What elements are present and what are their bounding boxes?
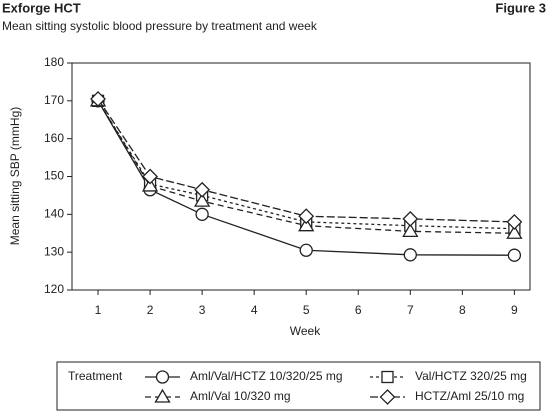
legend-box (56, 361, 541, 411)
marker (506, 224, 523, 239)
plot-frame (71, 62, 531, 291)
y-tick-label: 150 (44, 169, 64, 183)
series-line (97, 98, 515, 223)
y-tick-label: 170 (44, 93, 64, 107)
marker (402, 223, 419, 238)
series-line (97, 100, 515, 256)
legend-label: HCTZ/Aml 25/10 mg (415, 389, 524, 403)
y-tick-label: 180 (44, 55, 64, 69)
legend-marker (379, 389, 396, 405)
figure-label: Figure 3 (495, 0, 546, 15)
y-axis-label: Mean sitting SBP (mmHg) (8, 107, 22, 246)
x-tick-label: 6 (355, 303, 362, 317)
x-tick-label: 2 (147, 303, 154, 317)
x-tick-label: 4 (251, 303, 258, 317)
series-line (97, 100, 515, 234)
marker (194, 181, 211, 198)
y-tick-label: 140 (44, 207, 64, 221)
marker (299, 243, 313, 257)
marker (141, 177, 159, 192)
legend-marker (155, 370, 170, 384)
marker (506, 213, 523, 230)
legend-marker (154, 388, 171, 403)
marker (195, 207, 209, 221)
x-tick-label: 3 (199, 303, 206, 317)
y-tick-label: 130 (44, 244, 64, 258)
marker (298, 217, 315, 232)
chart-title: Mean sitting systolic blood pressure by … (2, 19, 318, 33)
header: Exforge HCT (2, 0, 81, 15)
x-axis-label: Week (290, 324, 321, 338)
x-tick-label: 9 (511, 303, 518, 317)
marker (90, 91, 106, 107)
legend-label: Aml/Val 10/320 mg (190, 389, 291, 403)
y-tick-label: 120 (44, 282, 64, 296)
x-tick-label: 5 (303, 303, 310, 317)
marker (402, 210, 419, 227)
legend-title: Treatment (68, 369, 123, 383)
legend-label: Aml/Val/HCTZ 10/320/25 mg (190, 369, 343, 383)
marker (298, 208, 315, 225)
x-tick-label: 1 (95, 303, 102, 317)
marker (403, 248, 417, 262)
marker (507, 248, 522, 262)
x-tick-label: 8 (459, 303, 466, 317)
y-tick-label: 160 (44, 131, 64, 145)
series-line (97, 100, 515, 230)
marker (193, 192, 211, 207)
marker (142, 168, 158, 185)
x-tick-label: 7 (407, 303, 414, 317)
legend-marker (381, 370, 394, 384)
legend-label: Val/HCTZ 320/25 mg (415, 369, 527, 383)
